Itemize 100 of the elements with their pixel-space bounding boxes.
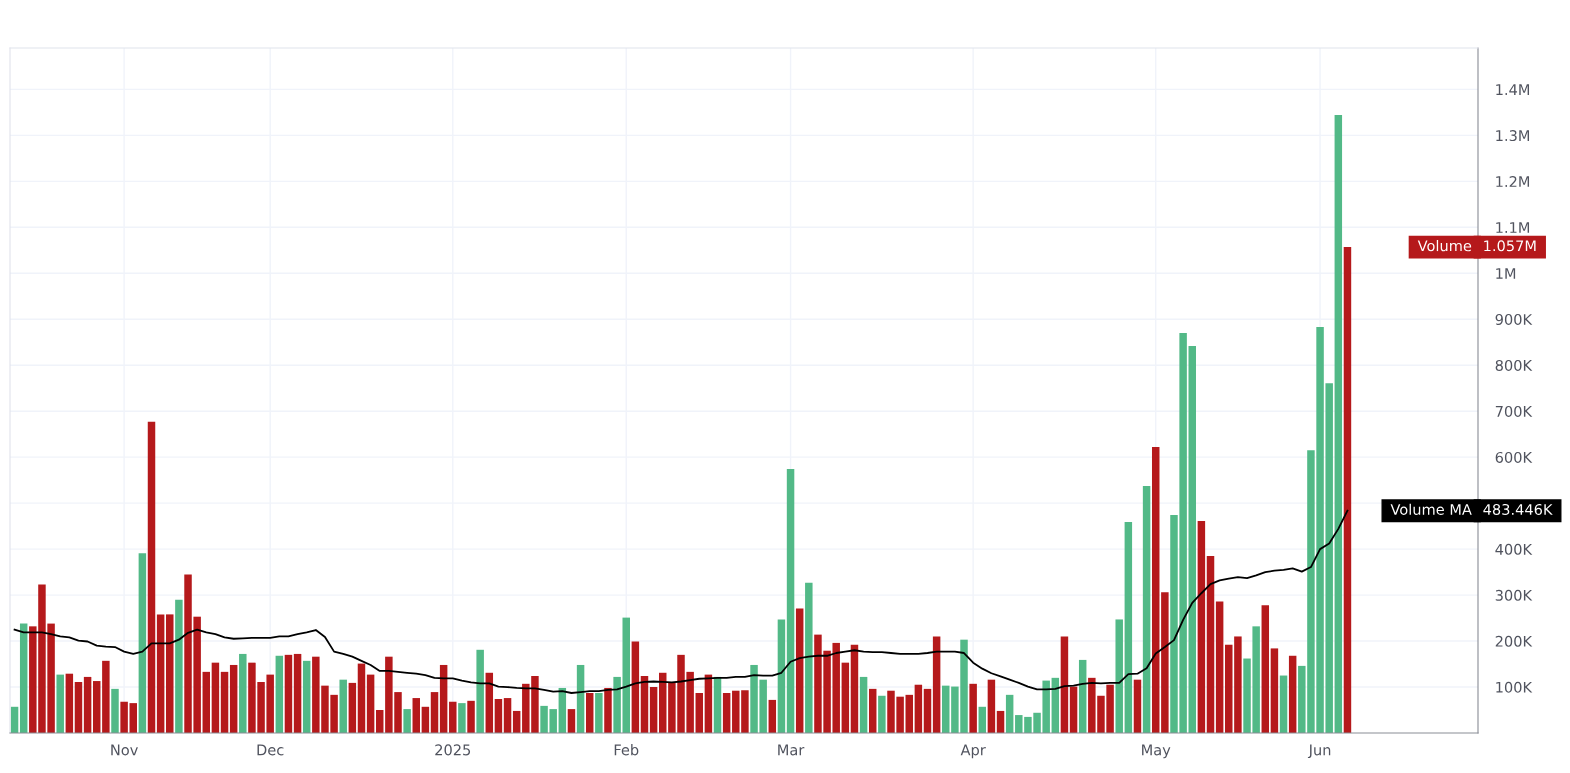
y-tick-label: 100K <box>1496 681 1533 693</box>
bar <box>467 700 475 733</box>
bar <box>631 641 640 733</box>
bar <box>722 693 731 733</box>
bar <box>695 693 704 733</box>
bar <box>83 676 92 733</box>
bar <box>1124 521 1133 733</box>
y-tick-label: 1.3M <box>1496 130 1530 142</box>
bar <box>604 687 612 733</box>
bar <box>111 688 119 733</box>
x-tick-label: May <box>1142 744 1171 759</box>
x-tick-label: Dec <box>257 744 284 756</box>
y-tick-label: 1.2M <box>1496 176 1530 187</box>
x-tick-label: Mar <box>778 744 805 756</box>
bar <box>503 698 512 733</box>
bar <box>366 674 375 733</box>
bar <box>795 608 804 733</box>
bar <box>1133 679 1142 733</box>
bar <box>1215 601 1224 733</box>
bar <box>567 709 576 733</box>
bar <box>412 698 420 733</box>
bar <box>1069 686 1078 733</box>
bar <box>19 623 28 733</box>
bar <box>1005 694 1014 733</box>
bar <box>476 649 484 733</box>
y-tick-label: 200K <box>1495 635 1533 647</box>
bar <box>649 687 658 733</box>
bar <box>1270 648 1279 733</box>
y-tick-label: 800K <box>1495 359 1533 371</box>
bar <box>987 679 996 733</box>
text: Volume MA <box>1390 503 1472 515</box>
bar <box>120 701 128 733</box>
bar <box>284 654 293 733</box>
bar <box>156 614 165 733</box>
bar <box>339 679 347 733</box>
bar <box>348 682 357 733</box>
bar <box>357 663 366 733</box>
bar <box>923 688 932 733</box>
bar <box>777 619 786 733</box>
bar <box>805 582 813 733</box>
bar <box>868 688 877 733</box>
x-tick-label: Feb <box>614 744 639 756</box>
bar <box>56 674 64 733</box>
bar <box>74 681 83 733</box>
bar <box>449 701 457 733</box>
bar <box>786 469 795 733</box>
bar <box>302 660 311 733</box>
y-tick-label: 400K <box>1495 543 1533 555</box>
bar <box>147 421 156 733</box>
bar <box>1206 556 1215 733</box>
text: 483.446K <box>1483 503 1553 515</box>
y-tick-label: 700K <box>1495 405 1533 417</box>
bar <box>859 676 868 733</box>
x-tick-label: Jun <box>1307 744 1331 759</box>
bar <box>1151 447 1160 733</box>
bar <box>595 693 603 733</box>
bar <box>768 699 777 733</box>
bar <box>403 709 411 733</box>
bar <box>494 698 503 733</box>
bar <box>1288 655 1297 733</box>
bar <box>65 673 74 733</box>
x-tick-label: Apr <box>960 744 986 759</box>
legend-label: Volume <box>1417 240 1472 252</box>
bar <box>102 660 110 733</box>
bar <box>1279 675 1288 733</box>
bar <box>166 614 174 733</box>
bar <box>229 664 238 733</box>
y-tick-label: 600K <box>1495 451 1533 463</box>
x-tick-label: Nov <box>111 744 138 756</box>
y-tick-label: 1.1M <box>1496 222 1530 233</box>
bar <box>1078 659 1087 733</box>
bar <box>458 703 466 733</box>
bar <box>969 683 977 733</box>
x-tick-label: 2025 <box>435 744 471 756</box>
y-tick-label: 300K <box>1495 589 1533 601</box>
bar <box>1343 247 1352 733</box>
bar <box>92 681 101 733</box>
bar <box>585 693 594 733</box>
bar <box>175 599 183 733</box>
bar <box>850 644 859 733</box>
bar <box>914 684 923 733</box>
bar <box>430 692 439 733</box>
line-series <box>13 509 1349 694</box>
bar <box>211 662 220 733</box>
bar <box>1060 636 1069 733</box>
bar <box>376 710 384 733</box>
bar <box>1261 605 1270 733</box>
bar <box>841 662 850 733</box>
bar <box>1142 486 1151 733</box>
bar <box>138 553 147 733</box>
bar <box>293 653 302 733</box>
bar <box>275 655 284 733</box>
bar <box>239 653 247 733</box>
bar <box>220 671 229 733</box>
text: 1.057M <box>1484 240 1536 252</box>
bar <box>932 636 941 733</box>
bar <box>1188 345 1196 733</box>
bar <box>202 671 211 733</box>
bar <box>1197 521 1206 733</box>
bar <box>878 695 886 733</box>
